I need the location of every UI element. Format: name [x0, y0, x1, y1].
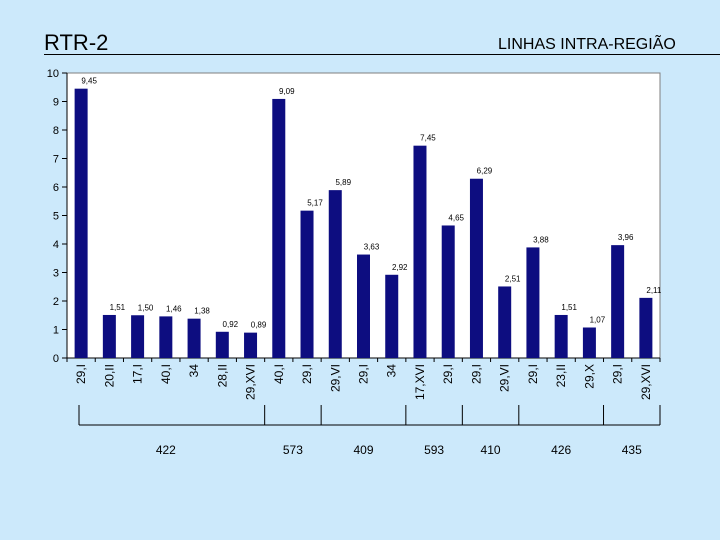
bar — [357, 254, 370, 358]
y-tick-label: 9 — [53, 97, 59, 109]
bar — [441, 225, 455, 358]
y-tick-label: 3 — [53, 268, 59, 280]
bar — [554, 314, 568, 358]
category-label: 29,I — [74, 364, 88, 384]
category-label: 29,I — [357, 364, 371, 384]
value-label: 3,88 — [533, 235, 549, 244]
value-label: 5,89 — [335, 178, 351, 187]
category-label: 17,I — [131, 364, 145, 384]
value-label: 0,92 — [223, 320, 239, 329]
value-label: 6,29 — [477, 167, 493, 176]
y-tick-label: 6 — [53, 182, 59, 194]
value-label: 4,65 — [448, 213, 464, 222]
category-label: 29,VI — [328, 364, 342, 392]
value-label: 2,51 — [505, 274, 521, 283]
bar — [526, 247, 540, 358]
category-label: 40,I — [272, 364, 286, 384]
category-label: 29,I — [469, 364, 483, 384]
category-label: 34 — [187, 364, 201, 378]
category-label: 29,I — [441, 364, 455, 384]
group-label: 435 — [622, 443, 642, 457]
category-label: 29,I — [300, 364, 314, 384]
y-tick-label: 10 — [47, 68, 59, 80]
value-label: 1,46 — [166, 304, 182, 313]
group-label: 410 — [481, 443, 501, 457]
value-label: 5,17 — [307, 199, 323, 208]
value-label: 1,51 — [561, 303, 577, 312]
category-label: 29,XVI — [244, 364, 258, 400]
category-label: 34 — [385, 364, 399, 378]
bar — [385, 274, 399, 358]
category-label: 20,II — [102, 364, 116, 387]
bar — [639, 297, 653, 358]
bar — [272, 98, 286, 358]
value-label: 9,45 — [81, 77, 97, 86]
value-label: 0,89 — [251, 321, 267, 330]
page-subtitle: LINHAS INTRA-REGIÃO — [498, 36, 676, 53]
y-tick-label: 8 — [53, 125, 59, 137]
group-label: 426 — [551, 443, 571, 457]
bar — [498, 286, 512, 358]
bar — [131, 315, 145, 358]
group-label: 593 — [424, 443, 444, 457]
bar — [328, 190, 342, 358]
value-label: 3,96 — [618, 233, 634, 242]
value-label: 1,51 — [110, 303, 126, 312]
group-label: 409 — [353, 443, 373, 457]
category-label: 40,I — [159, 364, 173, 384]
bar — [611, 245, 625, 358]
y-tick-label: 7 — [53, 154, 59, 166]
bar — [582, 327, 596, 358]
category-label: 28,II — [215, 364, 229, 387]
category-label: 29,I — [526, 364, 540, 384]
y-tick-label: 5 — [53, 211, 59, 223]
category-label: 23,II — [554, 364, 568, 387]
value-label: 1,07 — [590, 316, 606, 325]
page-title: RTR-2 — [44, 30, 109, 55]
bar — [159, 316, 173, 358]
bar — [469, 178, 483, 358]
bar — [413, 145, 427, 358]
value-label: 3,63 — [364, 243, 380, 252]
value-label: 1,38 — [194, 307, 210, 316]
group-label: 573 — [283, 443, 303, 457]
value-label: 7,45 — [420, 134, 436, 143]
group-label: 422 — [156, 443, 176, 457]
value-label: 1,50 — [138, 303, 154, 312]
category-label: 29,I — [611, 364, 625, 384]
category-label: 29,VI — [498, 364, 512, 392]
y-tick-label: 0 — [53, 353, 59, 365]
y-tick-label: 1 — [53, 325, 59, 337]
bar — [244, 332, 258, 358]
category-label: 17,XVI — [413, 364, 427, 400]
bar — [215, 331, 229, 358]
category-label: 29,XVI — [639, 364, 653, 400]
value-label: 2,92 — [392, 263, 408, 272]
bar — [102, 314, 116, 358]
y-tick-label: 4 — [53, 239, 59, 251]
value-label: 2,11 — [646, 286, 662, 295]
bar — [187, 318, 201, 358]
y-tick-label: 2 — [53, 296, 59, 308]
category-label: 29,X — [582, 364, 596, 389]
bar — [300, 210, 314, 358]
title-underline — [44, 54, 720, 55]
value-label: 9,09 — [279, 87, 295, 96]
bar — [74, 88, 88, 359]
